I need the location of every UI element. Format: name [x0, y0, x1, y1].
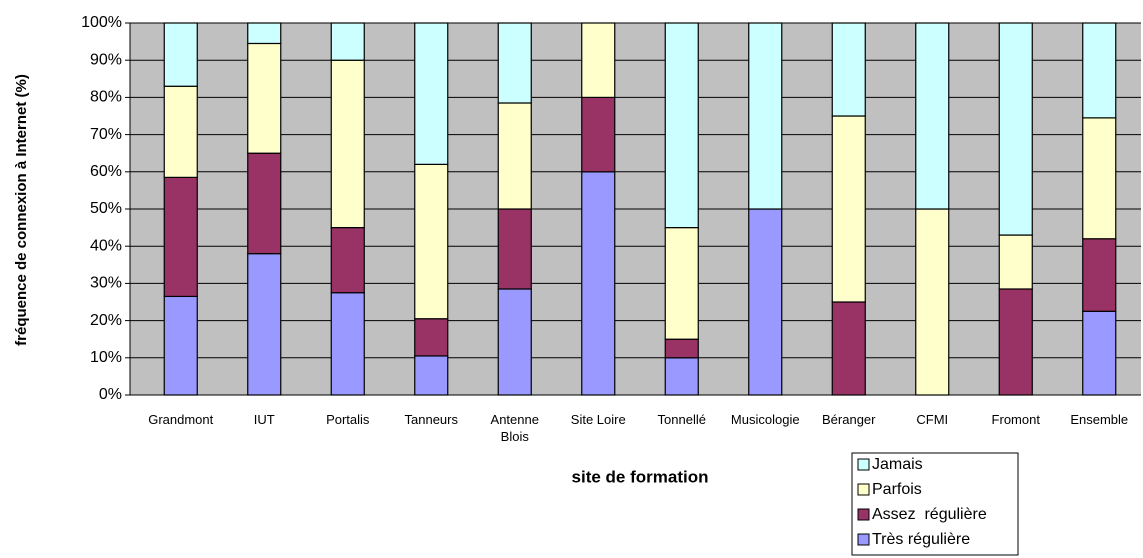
bar-segment — [163, 295, 198, 396]
bar-segment — [664, 338, 699, 359]
bar-segment — [664, 22, 699, 229]
bar-segment — [998, 288, 1033, 396]
bar-segment — [664, 227, 699, 340]
bar-segment — [163, 22, 198, 87]
legend-swatch — [857, 483, 870, 496]
bar-segment — [330, 22, 365, 61]
y-tick-label: 70% — [90, 126, 122, 143]
y-tick-label: 80% — [90, 89, 122, 106]
y-tick-label: 60% — [90, 163, 122, 180]
bar-segment — [1082, 22, 1117, 119]
legend-label: Très régulière — [872, 531, 970, 548]
bar-segment — [497, 22, 532, 104]
bar-segment — [163, 85, 198, 178]
y-tick-label: 0% — [99, 386, 122, 403]
bar-segment — [497, 208, 532, 290]
y-tick-label: 40% — [90, 237, 122, 254]
x-tick-label: Ensemble — [1070, 412, 1129, 427]
bar-segment — [998, 234, 1033, 290]
bar-segment — [915, 22, 950, 210]
x-tick-label: CFMI — [916, 412, 949, 427]
bar-segment — [748, 22, 783, 210]
bar-segment — [330, 59, 365, 229]
bar-segment — [497, 102, 532, 210]
y-tick-label: 90% — [90, 51, 122, 68]
bar-segment — [998, 22, 1033, 236]
x-tick-label: IUT — [253, 412, 275, 427]
bar-segment — [163, 176, 198, 298]
legend-label: Jamais — [872, 456, 923, 473]
y-tick-label: 50% — [90, 200, 122, 217]
y-tick-label: 30% — [90, 275, 122, 292]
x-tick-label: Grandmont — [148, 412, 214, 427]
bar-segment — [581, 22, 616, 99]
legend-swatch — [857, 508, 870, 521]
legend-label: Assez régulière — [872, 506, 987, 523]
y-axis-title: fréquence de connexion à Internet (%) — [13, 74, 30, 346]
x-tick-label: Site Loire — [570, 412, 626, 427]
x-tick-label: Béranger — [822, 412, 876, 427]
x-tick-label: Tonnellé — [657, 412, 706, 427]
bar-segment — [831, 22, 866, 117]
bar-segment — [581, 171, 616, 396]
bar-segment — [1082, 238, 1117, 312]
bar-segment — [330, 292, 365, 396]
bar-segment — [581, 96, 616, 173]
bar-segment — [831, 301, 866, 396]
x-tick-label: Musicologie — [730, 412, 800, 427]
x-tick-label: Tanneurs — [404, 412, 458, 427]
legend-swatch — [857, 533, 870, 546]
y-tick-label: 20% — [90, 312, 122, 329]
legend-box — [851, 452, 1019, 556]
bar-segment — [915, 208, 950, 396]
bar-segment — [414, 355, 449, 396]
bar-segment — [247, 22, 282, 45]
bar-segment — [664, 357, 699, 396]
y-tick-label: 100% — [81, 14, 122, 31]
x-tick-label: Portalis — [326, 412, 370, 427]
bar-segment — [1082, 117, 1117, 240]
bar-segment — [831, 115, 866, 303]
x-tick-label: Fromont — [991, 412, 1040, 427]
bar-segment — [1082, 310, 1117, 396]
x-tick-label: Antenne Blois — [490, 412, 539, 444]
bar-segment — [497, 288, 532, 396]
bar-segment — [414, 163, 449, 320]
bar-segment — [748, 208, 783, 396]
bar-segment — [414, 318, 449, 357]
y-tick-label: 10% — [90, 349, 122, 366]
bar-segment — [247, 253, 282, 396]
x-axis-title: site de formation — [572, 467, 709, 486]
bar-segment — [247, 42, 282, 154]
legend-swatch — [857, 458, 870, 471]
bar-segment — [330, 227, 365, 294]
legend-label: Parfois — [872, 481, 922, 498]
bar-segment — [247, 152, 282, 255]
bar-segment — [414, 22, 449, 165]
